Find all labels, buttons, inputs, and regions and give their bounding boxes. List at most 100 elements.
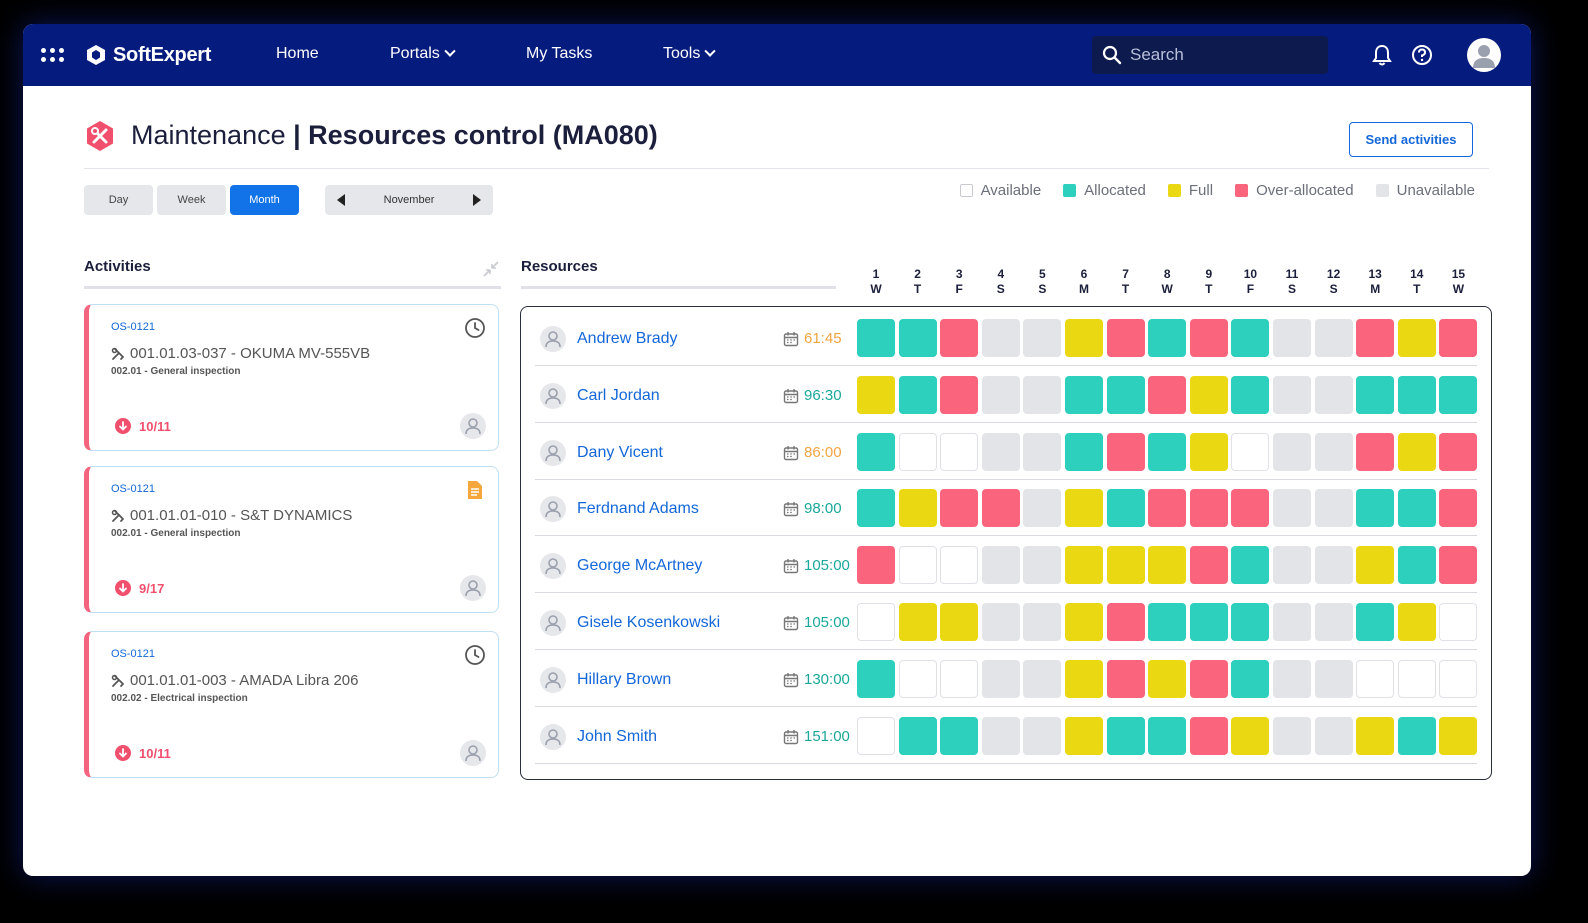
activity-code[interactable]: OS-0121 [111,648,156,660]
allocation-cell-unavailable[interactable] [1273,716,1311,755]
allocation-cell-over[interactable] [1106,319,1145,357]
allocation-cell-over[interactable] [1231,489,1270,528]
allocation-cell-allocated[interactable] [1356,375,1395,414]
resource-name[interactable]: Andrew Brady [577,330,678,347]
allocation-cell-unavailable[interactable] [1023,603,1062,641]
allocation-cell-over[interactable] [1189,716,1228,755]
allocation-cell-unavailable[interactable] [981,546,1020,585]
allocation-cell-over[interactable] [940,319,979,357]
resource-name[interactable]: John Smith [577,727,658,745]
search-box[interactable] [1092,36,1328,74]
allocation-cell-unavailable[interactable] [981,432,1020,471]
allocation-cell-unavailable[interactable] [1273,489,1311,528]
allocation-cell-unavailable[interactable] [981,659,1020,698]
next-period-icon[interactable] [473,194,481,206]
allocation-cell-unavailable[interactable] [1314,375,1353,414]
allocation-cell-over[interactable] [1189,546,1228,585]
allocation-cell-available[interactable] [1439,659,1478,698]
resource-name[interactable]: Carl Jordan [577,386,660,404]
allocation-cell-full[interactable] [1231,716,1270,755]
allocation-cell-over[interactable] [1439,319,1478,357]
allocation-cell-full[interactable] [1356,546,1395,585]
allocation-cell-unavailable[interactable] [1314,716,1353,755]
allocation-cell-available[interactable] [940,432,979,471]
allocation-cell-available[interactable] [898,546,937,585]
allocation-cell-allocated[interactable] [1148,432,1187,471]
allocation-cell-full[interactable] [898,489,937,528]
allocation-cell-available[interactable] [898,659,937,698]
nav-portals[interactable]: Portals [390,45,456,63]
allocation-cell-available[interactable] [857,716,895,755]
allocation-cell-unavailable[interactable] [1273,319,1311,357]
allocation-cell-unavailable[interactable] [1273,659,1311,698]
allocation-cell-unavailable[interactable] [1023,375,1062,414]
allocation-cell-full[interactable] [1397,319,1436,357]
allocation-cell-full[interactable] [1065,659,1103,698]
allocation-cell-unavailable[interactable] [1314,603,1353,641]
allocation-cell-allocated[interactable] [1397,716,1436,755]
allocation-cell-full[interactable] [1397,603,1436,641]
allocation-cell-allocated[interactable] [1148,319,1187,357]
allocation-cell-allocated[interactable] [1106,489,1145,528]
allocation-cell-unavailable[interactable] [981,319,1020,357]
allocation-cell-over[interactable] [1106,432,1145,471]
allocation-cell-available[interactable] [1356,659,1395,698]
resource-name[interactable]: Hillary Brown [577,670,672,688]
allocation-cell-allocated[interactable] [1231,659,1270,698]
allocation-cell-over[interactable] [1356,319,1395,357]
allocation-cell-full[interactable] [1439,716,1478,755]
bell-icon[interactable] [1371,43,1393,67]
allocation-cell-full[interactable] [1356,716,1395,755]
allocation-cell-unavailable[interactable] [1314,319,1353,357]
allocation-cell-over[interactable] [1106,659,1145,698]
allocation-cell-full[interactable] [1065,603,1103,641]
allocation-cell-over[interactable] [981,489,1020,528]
allocation-cell-allocated[interactable] [1439,375,1478,414]
allocation-cell-unavailable[interactable] [1023,319,1062,357]
allocation-cell-unavailable[interactable] [1314,489,1353,528]
allocation-cell-available[interactable] [898,432,937,471]
allocation-cell-allocated[interactable] [857,489,895,528]
nav-my-tasks[interactable]: My Tasks [526,45,592,63]
allocation-cell-allocated[interactable] [898,716,937,755]
allocation-cell-full[interactable] [940,603,979,641]
allocation-cell-unavailable[interactable] [981,716,1020,755]
view-day-button[interactable]: Day [84,185,153,215]
allocation-cell-allocated[interactable] [1397,489,1436,528]
allocation-cell-allocated[interactable] [898,375,937,414]
nav-tools[interactable]: Tools [663,45,717,63]
view-week-button[interactable]: Week [157,185,226,215]
allocation-cell-unavailable[interactable] [981,375,1020,414]
allocation-cell-allocated[interactable] [1065,375,1103,414]
allocation-cell-full[interactable] [1065,319,1103,357]
allocation-cell-full[interactable] [1065,489,1103,528]
allocation-cell-full[interactable] [1065,546,1103,585]
view-month-button[interactable]: Month [230,185,299,215]
allocation-cell-unavailable[interactable] [1314,546,1353,585]
allocation-cell-full[interactable] [1189,375,1228,414]
allocation-cell-unavailable[interactable] [1314,659,1353,698]
allocation-cell-allocated[interactable] [940,716,979,755]
allocation-cell-full[interactable] [857,375,895,414]
search-input[interactable] [1130,45,1310,65]
user-avatar[interactable] [1467,38,1501,72]
activity-card[interactable]: OS-0121 001.01.01-003 - AMADA Libra 206 00… [84,631,499,778]
allocation-cell-full[interactable] [1065,716,1103,755]
allocation-cell-allocated[interactable] [857,319,895,357]
allocation-cell-unavailable[interactable] [1273,375,1311,414]
allocation-cell-over[interactable] [1189,659,1228,698]
allocation-cell-allocated[interactable] [1397,546,1436,585]
allocation-cell-unavailable[interactable] [1273,432,1311,471]
allocation-cell-unavailable[interactable] [1023,432,1062,471]
allocation-cell-over[interactable] [940,489,979,528]
allocation-cell-allocated[interactable] [1106,716,1145,755]
activity-code[interactable]: OS-0121 [111,483,156,495]
allocation-cell-over[interactable] [1148,375,1187,414]
nav-home[interactable]: Home [276,45,319,63]
allocation-cell-allocated[interactable] [1189,603,1228,641]
allocation-cell-unavailable[interactable] [1314,432,1353,471]
assignee-avatar-icon[interactable] [460,413,486,439]
allocation-cell-allocated[interactable] [1231,546,1270,585]
allocation-cell-full[interactable] [1189,432,1228,471]
assignee-avatar-icon[interactable] [460,740,486,766]
